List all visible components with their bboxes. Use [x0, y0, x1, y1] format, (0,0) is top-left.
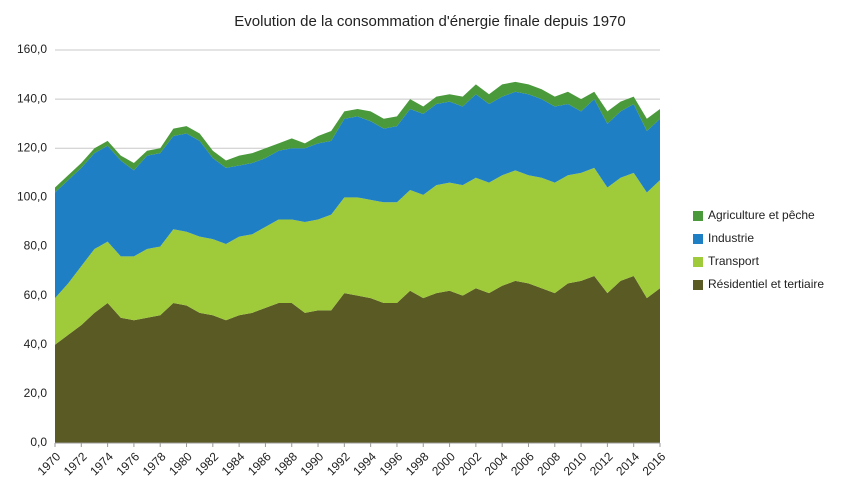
y-tick-label: 80,0	[24, 239, 48, 253]
y-tick-label: 100,0	[17, 190, 47, 204]
legend-swatch	[693, 280, 703, 290]
chart-title: Evolution de la consommation d'énergie f…	[234, 13, 625, 30]
y-tick-label: 60,0	[24, 288, 48, 302]
y-tick-label: 160,0	[17, 42, 47, 56]
legend-swatch	[693, 211, 703, 221]
legend-swatch	[693, 234, 703, 244]
legend-label: Résidentiel et tertiaire	[708, 277, 824, 291]
y-tick-label: 140,0	[17, 91, 47, 105]
y-tick-label: 20,0	[24, 386, 48, 400]
legend-label: Transport	[708, 254, 760, 268]
area	[55, 167, 660, 345]
legend-label: Industrie	[708, 231, 754, 245]
area	[55, 275, 660, 443]
y-tick-label: 120,0	[17, 140, 47, 154]
y-tick-label: 0,0	[30, 435, 47, 449]
legend-swatch	[693, 257, 703, 267]
area	[55, 91, 660, 299]
legend-label: Agriculture et pêche	[708, 208, 815, 222]
y-tick-label: 40,0	[24, 337, 48, 351]
